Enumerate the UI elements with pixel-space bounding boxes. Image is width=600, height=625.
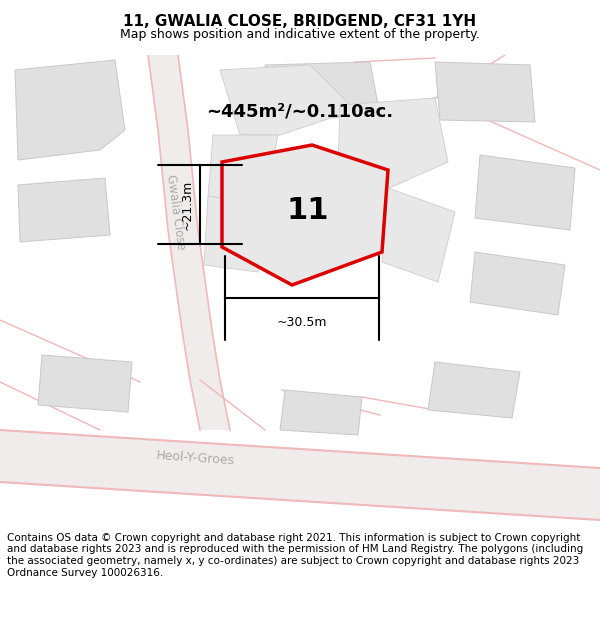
Polygon shape	[208, 135, 278, 205]
Text: ~30.5m: ~30.5m	[277, 316, 327, 329]
Text: 11, GWALIA CLOSE, BRIDGEND, CF31 1YH: 11, GWALIA CLOSE, BRIDGEND, CF31 1YH	[124, 14, 476, 29]
Polygon shape	[220, 65, 355, 135]
Text: 11: 11	[287, 196, 329, 224]
Text: Gwalia Close: Gwalia Close	[164, 174, 188, 251]
Polygon shape	[428, 362, 520, 418]
Text: ~21.3m: ~21.3m	[181, 179, 194, 229]
Polygon shape	[470, 252, 565, 315]
Polygon shape	[222, 145, 388, 285]
Polygon shape	[0, 430, 600, 520]
Text: Map shows position and indicative extent of the property.: Map shows position and indicative extent…	[120, 28, 480, 41]
Polygon shape	[435, 62, 535, 122]
Text: Contains OS data © Crown copyright and database right 2021. This information is : Contains OS data © Crown copyright and d…	[7, 533, 583, 578]
Polygon shape	[18, 178, 110, 242]
Polygon shape	[382, 188, 455, 282]
Polygon shape	[15, 60, 125, 160]
Polygon shape	[204, 196, 264, 272]
Text: Heol-Y-Groes: Heol-Y-Groes	[155, 449, 235, 468]
Polygon shape	[265, 62, 380, 122]
Polygon shape	[280, 390, 362, 435]
Polygon shape	[38, 355, 132, 412]
Polygon shape	[148, 55, 230, 430]
Polygon shape	[338, 98, 448, 190]
Polygon shape	[475, 155, 575, 230]
Text: ~445m²/~0.110ac.: ~445m²/~0.110ac.	[206, 103, 394, 121]
